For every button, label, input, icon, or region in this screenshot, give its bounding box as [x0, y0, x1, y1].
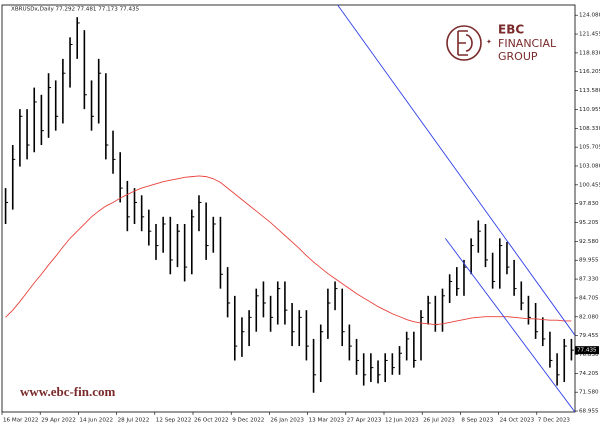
logo-text: GROUP — [498, 50, 538, 63]
logo: ✦ EBC FINANCIAL GROUP — [446, 23, 557, 63]
moving-average — [5, 175, 572, 325]
x-tick-label: 7 Dec 2023 — [538, 418, 571, 424]
y-tick-label: 113.580 — [579, 88, 600, 94]
y-tick-label: 124.080 — [579, 13, 600, 19]
y-tick-label: 118.830 — [579, 50, 600, 56]
x-tick-label: 26 Oct 2022 — [194, 418, 229, 424]
x-tick-label: 26 Jan 2023 — [270, 418, 304, 424]
x-tick-label: 14 Jun 2022 — [79, 418, 113, 424]
last-price-box — [575, 346, 599, 355]
y-tick-label: 71.580 — [579, 390, 599, 396]
trend-line — [337, 5, 575, 336]
trend-line — [444, 238, 575, 412]
x-tick-label: 9 Dec 2022 — [232, 418, 264, 424]
x-tick-label: 8 Sep 2023 — [461, 418, 493, 424]
x-tick-label: 27 Apr 2023 — [347, 418, 382, 424]
y-tick-label: 121.455 — [579, 32, 600, 38]
y-tick-label: 79.455 — [579, 333, 599, 339]
y-tick-label: 105.705 — [579, 145, 600, 151]
logo-star: ✦ — [486, 38, 492, 46]
y-tick-label: 84.705 — [579, 295, 599, 301]
x-tick-label: 24 Oct 2023 — [500, 418, 535, 424]
y-tick-label: 92.580 — [579, 239, 599, 245]
y-tick-label: 103.080 — [579, 163, 600, 169]
logo-ring — [446, 25, 482, 61]
logo-text: EBC — [498, 23, 524, 37]
y-tick-label: 87.330 — [579, 277, 599, 283]
x-tick-label: 12 Sep 2022 — [156, 418, 191, 424]
logo-text: FINANCIAL — [498, 37, 557, 50]
y-tick-label: 116.205 — [579, 69, 600, 75]
logo-icon — [457, 30, 473, 56]
x-tick-label: 13 Mar 2023 — [309, 418, 345, 424]
y-tick-label: 82.080 — [579, 314, 599, 320]
chart-header: XBRUSDx,Daily 77.292 77.481 77.173 77.43… — [11, 7, 140, 13]
y-tick-label: 95.205 — [579, 220, 599, 226]
x-tick-label: 12 Jun 2023 — [385, 418, 419, 424]
y-tick-label: 110.955 — [579, 107, 600, 113]
y-tick-label: 108.330 — [579, 126, 600, 132]
website: www.ebc-fin.com — [20, 384, 115, 399]
x-tick-label: 28 Jul 2022 — [118, 418, 150, 424]
plot-frame — [1, 4, 576, 413]
x-tick-label: 16 Mar 2022 — [3, 418, 38, 424]
y-tick-label: 100.455 — [579, 182, 600, 188]
x-tick-label: 29 Apr 2022 — [41, 418, 76, 424]
y-tick-label: 89.955 — [579, 258, 599, 264]
last-price-label: 77.435 — [577, 348, 597, 354]
x-tick-label: 26 Jul 2023 — [423, 418, 455, 424]
y-tick-label: 76.830 — [579, 352, 599, 358]
y-tick-label: 68.955 — [579, 409, 599, 415]
y-tick-label: 97.830 — [579, 201, 599, 207]
y-tick-label: 74.205 — [579, 371, 599, 377]
